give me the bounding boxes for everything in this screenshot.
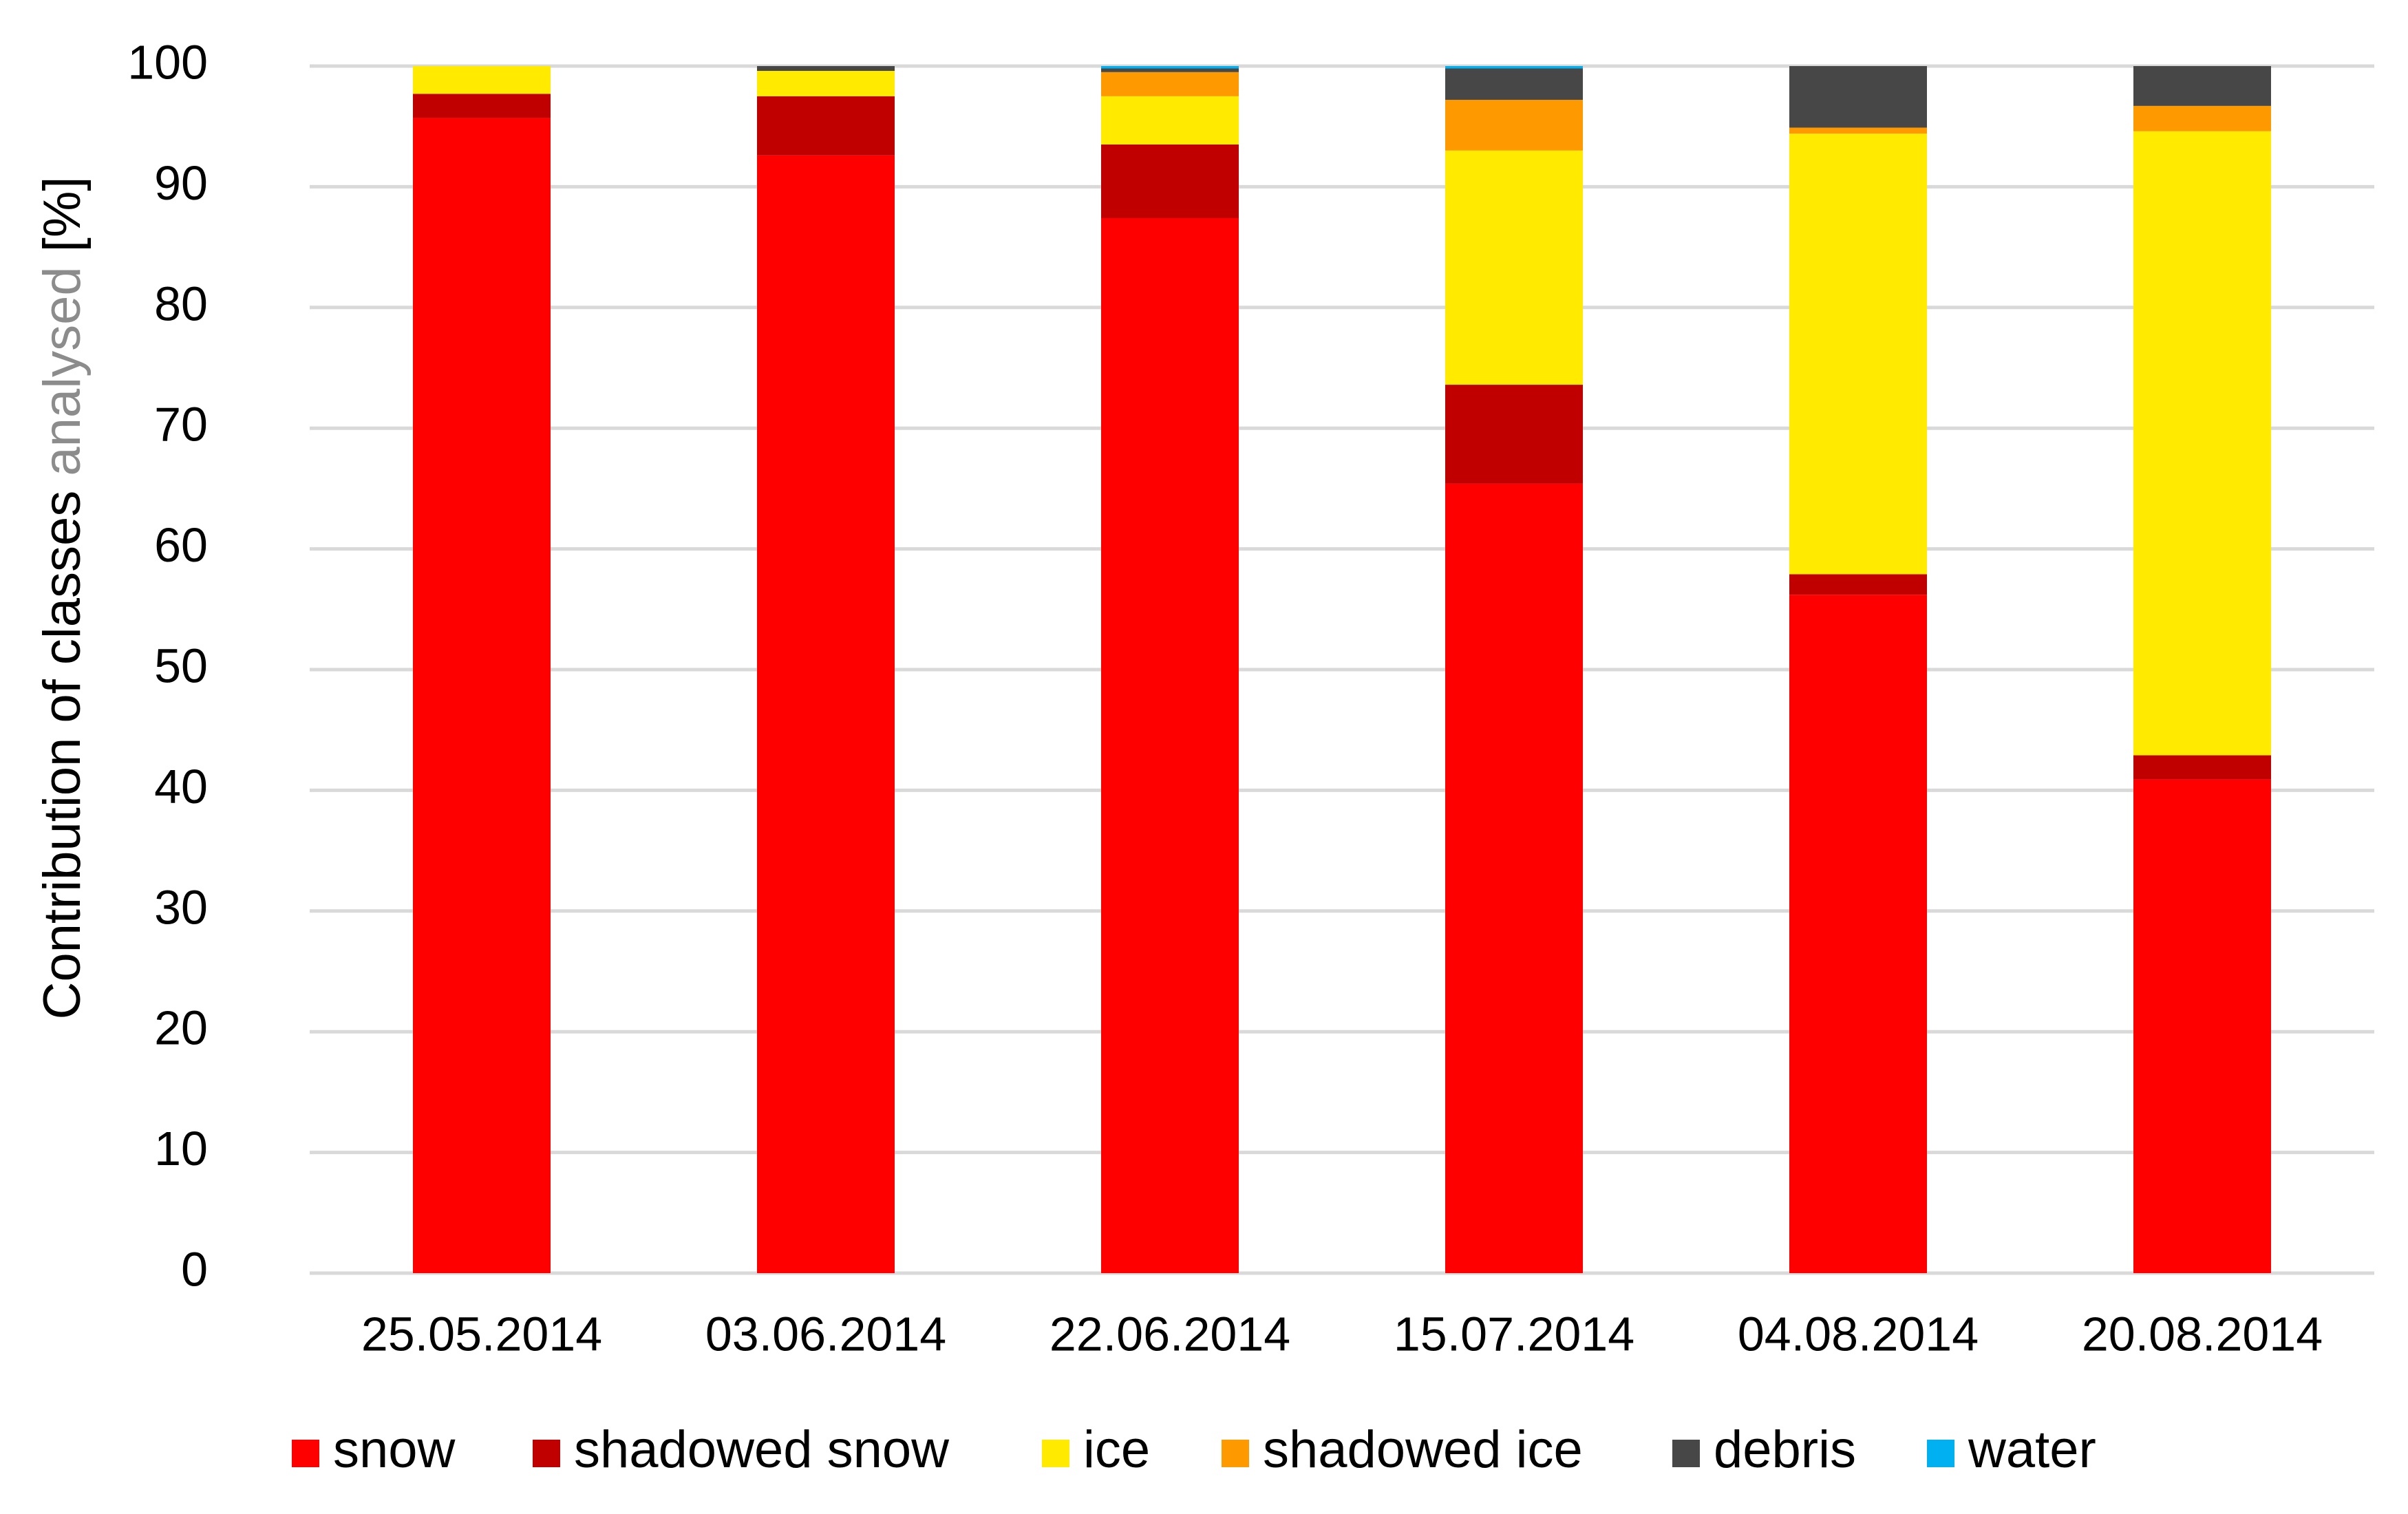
bar-segment — [413, 66, 551, 94]
bars — [413, 66, 2271, 1273]
bar-segment — [757, 96, 895, 156]
legend-label: debris — [1714, 1420, 1856, 1479]
legend-label: water — [1968, 1420, 2096, 1479]
y-tick-label: 30 — [154, 880, 208, 934]
y-tick-label: 100 — [127, 35, 208, 89]
y-tick-label: 60 — [154, 518, 208, 572]
x-tick-label: 20.08.2014 — [2082, 1307, 2323, 1361]
bar-segment — [1445, 483, 1583, 1273]
x-tick-labels: 25.05.2014 03.06.2014 22.06.2014 15.07.2014… — [361, 1307, 2323, 1361]
y-axis-title-part3: [%] — [33, 176, 92, 266]
bar-segment — [1445, 385, 1583, 484]
legend-swatch — [1222, 1440, 1249, 1467]
legend: snow shadowed snow ice shadowed ice debris wa… — [292, 1420, 2096, 1479]
y-tick-labels: 0 10 20 30 40 50 60 70 80 90 100 — [127, 35, 208, 1296]
y-axis-title-part2: analysed — [33, 266, 92, 476]
y-tick-label: 10 — [154, 1122, 208, 1175]
bar-segment — [1789, 574, 1927, 595]
y-tick-label: 50 — [154, 639, 208, 692]
bar-segment — [757, 155, 895, 1273]
bar-segment — [1101, 66, 1239, 69]
bar-segment — [413, 94, 551, 118]
legend-swatch — [1927, 1440, 1954, 1467]
y-tick-label: 20 — [154, 1001, 208, 1055]
x-tick-label: 04.08.2014 — [1738, 1307, 1979, 1361]
bar-segment — [1789, 595, 1927, 1273]
bar-segment — [757, 71, 895, 96]
legend-label: shadowed ice — [1263, 1420, 1583, 1479]
legend-swatch — [1042, 1440, 1069, 1467]
x-tick-label: 03.06.2014 — [705, 1307, 946, 1361]
bar-segment — [1789, 127, 1927, 134]
y-tick-label: 0 — [181, 1242, 208, 1296]
bar-segment — [1101, 145, 1239, 219]
bar-segment — [1445, 68, 1583, 100]
legend-swatch — [292, 1440, 319, 1467]
bar-segment — [2133, 755, 2271, 780]
bar-segment — [413, 118, 551, 1273]
legend-swatch — [1672, 1440, 1700, 1467]
bar-segment — [2133, 105, 2271, 131]
bar-segment — [1101, 72, 1239, 96]
bar-segment — [1101, 218, 1239, 1273]
y-tick-label: 90 — [154, 156, 208, 210]
legend-label: ice — [1083, 1420, 1150, 1479]
x-tick-label: 15.07.2014 — [1394, 1307, 1634, 1361]
legend-label: snow — [333, 1420, 456, 1479]
y-tick-label: 70 — [154, 398, 208, 451]
bar-segment — [2133, 131, 2271, 756]
bar-segment — [1445, 150, 1583, 385]
x-tick-label: 22.06.2014 — [1049, 1307, 1290, 1361]
bar-segment — [1101, 96, 1239, 145]
bar-segment — [1445, 66, 1583, 69]
bar-segment — [1789, 134, 1927, 575]
bar-segment — [757, 66, 895, 72]
bar-segment — [1789, 66, 1927, 128]
bar-segment — [2133, 779, 2271, 1273]
y-axis-title-part1: Contribution of classes — [33, 476, 92, 1020]
gridlines — [310, 64, 2374, 1275]
legend-swatch — [533, 1440, 560, 1467]
y-axis-title: Contribution of classes analysed [%] — [33, 176, 92, 1019]
bar-segment — [2133, 66, 2271, 106]
y-tick-label: 80 — [154, 277, 208, 330]
bar-segment — [1445, 100, 1583, 151]
y-tick-label: 40 — [154, 760, 208, 813]
x-tick-label: 25.05.2014 — [361, 1307, 602, 1361]
bar-segment — [1101, 68, 1239, 72]
legend-label: shadowed snow — [574, 1420, 950, 1479]
